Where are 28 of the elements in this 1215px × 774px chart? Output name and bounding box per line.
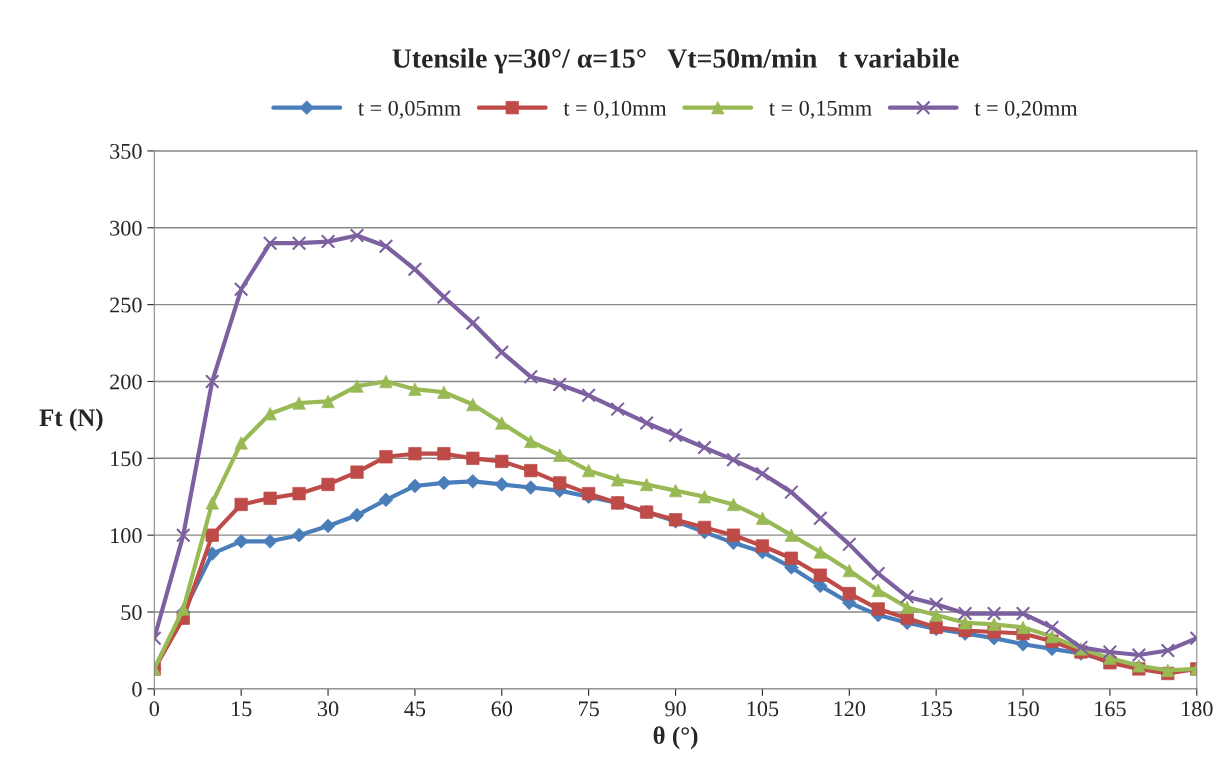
- x-tick-label: 165: [1095, 701, 1126, 717]
- x-tick-label: 45: [404, 701, 426, 717]
- y-tick-label: 0: [132, 681, 142, 697]
- y-tick-label: 200: [110, 374, 142, 390]
- x-tick-label: 150: [1008, 701, 1039, 717]
- x-tick-label: 30: [318, 701, 339, 717]
- y-tick-label: 50: [121, 604, 142, 620]
- legend-label: t = 0,05mm: [358, 100, 461, 119]
- x-tick-label: 15: [232, 701, 252, 717]
- chart-title: Utensile γ=30°/ α=15° Vt=50m/min t variabile: [392, 48, 959, 74]
- x-tick-label: 180: [1182, 701, 1213, 717]
- y-tick-label: 100: [111, 528, 142, 544]
- y-tick-label: 350: [110, 143, 142, 159]
- legend-label: t = 0,15mm: [769, 100, 872, 119]
- x-axis-title: θ (°): [653, 726, 698, 750]
- x-tick-label: 0: [149, 701, 160, 717]
- legend-label: t = 0,20mm: [974, 100, 1078, 119]
- x-tick-label: 135: [921, 701, 952, 717]
- y-axis-title: Ft (N): [39, 408, 103, 432]
- x-tick-label: 105: [747, 701, 779, 717]
- legend-label: t = 0,10mm: [563, 100, 667, 119]
- y-tick-label: 250: [110, 297, 142, 313]
- x-tick-label: 75: [579, 701, 599, 717]
- y-tick-label: 150: [111, 451, 142, 467]
- x-tick-label: 60: [491, 701, 513, 717]
- x-tick-label: 120: [834, 701, 866, 717]
- y-tick-label: 300: [110, 220, 142, 236]
- x-tick-label: 90: [665, 701, 686, 717]
